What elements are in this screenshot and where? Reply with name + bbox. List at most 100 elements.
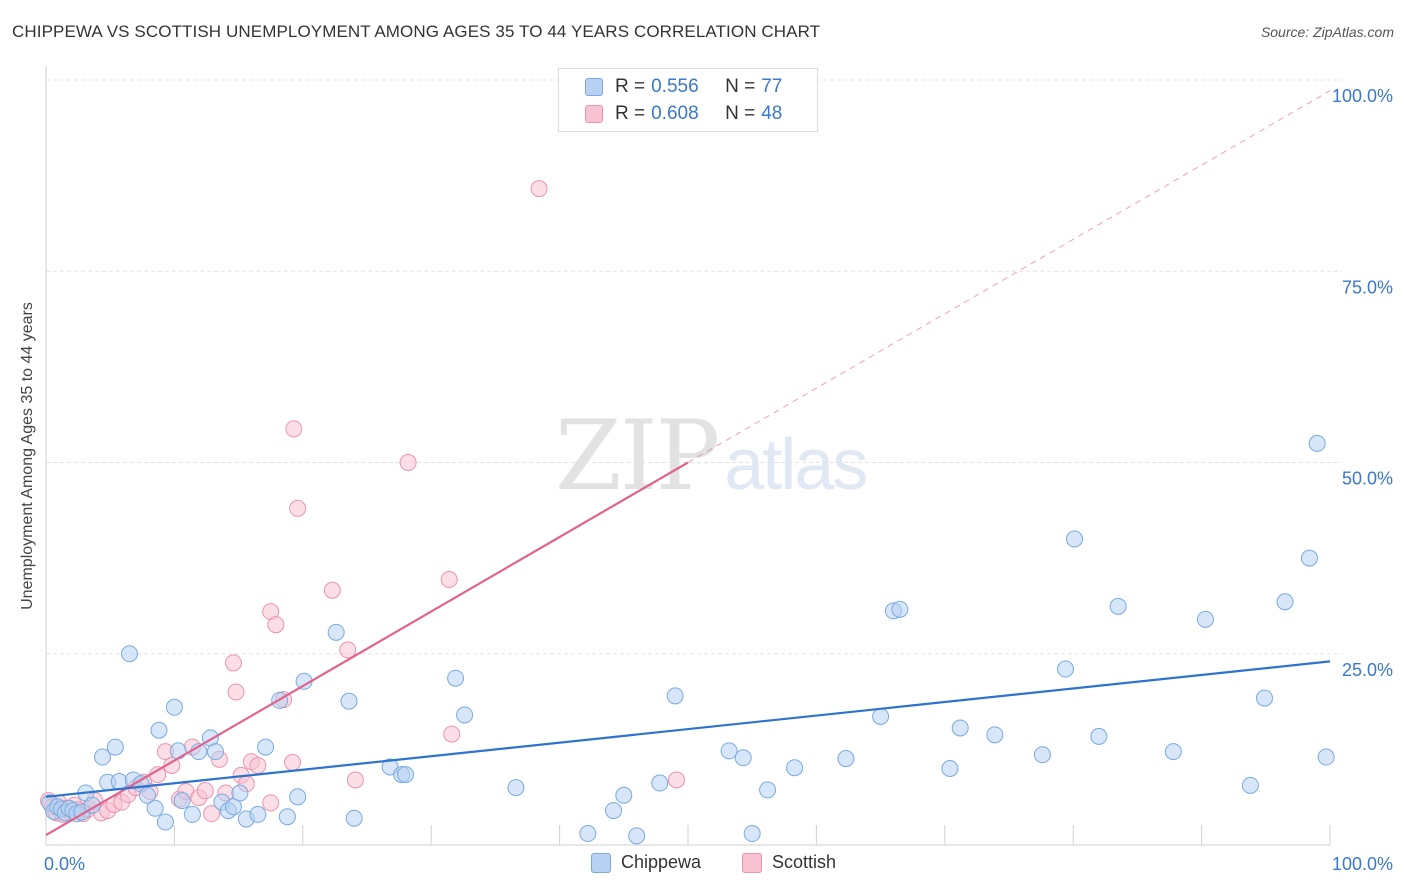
legend-r-label: R = (615, 76, 646, 97)
scottish-point (339, 641, 357, 659)
chippewa-point (138, 786, 156, 804)
legend-r-label: R = (615, 103, 646, 124)
chippewa-legend-swatch (591, 852, 611, 873)
scottish-trend-line (45, 461, 689, 837)
series-legend: Chippewa Scottish (0, 852, 1406, 876)
scottish-point (667, 771, 685, 789)
chippewa-legend-label: Chippewa (621, 852, 702, 872)
chippewa-point (110, 773, 128, 791)
chippewa-point (447, 669, 465, 687)
scottish-legend-swatch (742, 852, 762, 873)
chippewa-point (1196, 610, 1214, 628)
chippewa-point (986, 726, 1004, 744)
scottish-n-value: 48 (761, 103, 783, 124)
chippewa-point (345, 809, 363, 827)
correlation-legend: R = 0.556 N = 77 R = 0.608 N = 48 (558, 68, 818, 132)
legend-n-label: N = (725, 76, 756, 97)
chippewa-point (156, 813, 174, 831)
chippewa-point (1317, 748, 1335, 766)
scottish-point (323, 581, 341, 599)
chippewa-point (1164, 743, 1182, 761)
chippewa-point (759, 781, 777, 799)
scottish-point (440, 571, 458, 589)
scottish-point (262, 794, 280, 812)
chippewa-point (1033, 746, 1051, 764)
scottish-point (530, 180, 548, 198)
y-tick-label: 50.0% (1342, 469, 1393, 489)
scottish-point (203, 805, 221, 823)
chippewa-point (224, 798, 242, 816)
chippewa-point (1056, 660, 1074, 678)
chippewa-trend-line (45, 660, 1331, 798)
chippewa-point (93, 748, 111, 766)
scottish-point (284, 753, 302, 771)
chippewa-point (106, 738, 124, 756)
scottish-swatch (585, 105, 603, 123)
scottish-point (289, 499, 307, 517)
scottish-point (224, 654, 242, 672)
chippewa-point (837, 750, 855, 768)
chippewa-point (891, 600, 909, 618)
chippewa-point (786, 759, 804, 777)
chippewa-point (1065, 530, 1083, 548)
y-tick-label: 75.0% (1342, 277, 1393, 297)
chippewa-point (183, 805, 201, 823)
chippewa-point (397, 766, 415, 784)
chippewa-point (173, 792, 191, 810)
watermark-atlas: atlas (724, 425, 868, 505)
scottish-point (399, 454, 417, 471)
chippewa-point (169, 742, 187, 760)
chippewa-point (340, 692, 358, 710)
chippewa-point (1256, 689, 1274, 707)
chippewa-point (666, 687, 684, 705)
scottish-point (285, 420, 303, 438)
legend-row-chippewa: R = 0.556 N = 77 (585, 76, 782, 98)
y-tick-label: 100.0% (1332, 86, 1393, 106)
scottish-point (443, 725, 461, 743)
scottish-point (267, 616, 285, 634)
chippewa-point (734, 749, 752, 767)
chippewa-point (720, 742, 738, 760)
chippewa-point (579, 825, 597, 843)
chippewa-point (651, 774, 669, 792)
legend-item-scottish[interactable]: Scottish (742, 852, 836, 873)
chippewa-point (951, 719, 969, 737)
chippewa-r-value: 0.556 (651, 76, 699, 97)
chippewa-point (327, 623, 345, 641)
y-tick-label: 25.0% (1342, 660, 1393, 680)
chart-title: CHIPPEWA VS SCOTTISH UNEMPLOYMENT AMONG … (12, 22, 821, 41)
chippewa-point (146, 799, 164, 817)
chippewa-point (456, 706, 474, 724)
scottish-point (196, 782, 214, 800)
scottish-point (249, 756, 267, 774)
x-tick-label: 100.0% (1332, 854, 1393, 874)
chippewa-point (278, 808, 296, 826)
watermark: ZIPatlas (555, 400, 868, 512)
chippewa-point (231, 784, 249, 802)
legend-row-scottish: R = 0.608 N = 48 (585, 103, 782, 125)
chippewa-point (120, 645, 138, 663)
chippewa-point (1109, 597, 1127, 615)
chippewa-point (507, 779, 525, 797)
chippewa-point (628, 827, 646, 845)
chippewa-point (1090, 727, 1108, 745)
scottish-point (227, 683, 245, 701)
legend-item-chippewa[interactable]: Chippewa (591, 852, 701, 873)
scottish-point (346, 771, 364, 789)
chippewa-n-value: 77 (761, 76, 783, 97)
chippewa-point (941, 760, 959, 777)
chippewa-point (1276, 593, 1294, 611)
legend-n-label: N = (725, 103, 756, 124)
x-tick-label: 0.0% (44, 854, 85, 874)
chippewa-point (257, 738, 275, 756)
watermark-zip: ZIP (555, 400, 720, 512)
chippewa-point (206, 743, 224, 761)
chippewa-point (1241, 776, 1259, 794)
chippewa-point (605, 802, 623, 820)
source-label: Source: ZipAtlas.com (1260, 24, 1394, 40)
chippewa-point (615, 786, 633, 804)
scottish-legend-label: Scottish (772, 852, 837, 872)
chippewa-point (150, 721, 168, 739)
scottish-trend-extension (687, 90, 1331, 463)
